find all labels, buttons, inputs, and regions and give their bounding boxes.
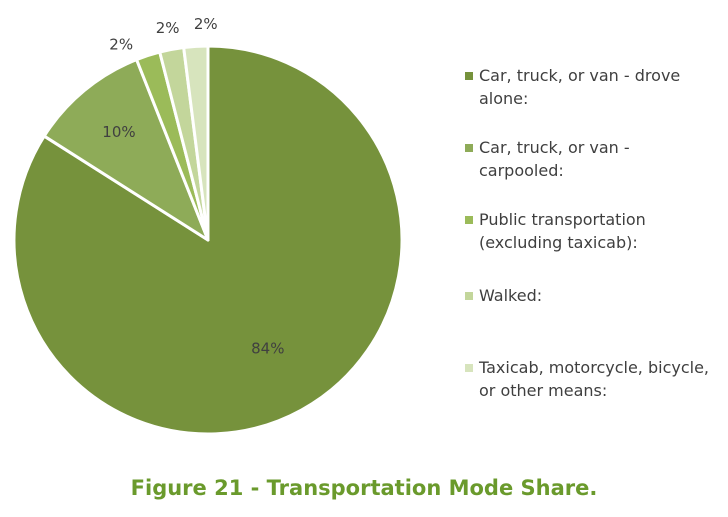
pie-slice-2 [42,58,210,242]
data-label-1: 84% [251,339,284,357]
legend-label-2: Car, truck, or van - carpooled: [479,138,630,180]
legend-swatch-4 [465,292,473,300]
legend-label-1: Car, truck, or van - drove alone: [479,66,681,108]
figure-caption: Figure 21 - Transportation Mode Share. [130,476,598,500]
legend-label-4: Walked: [479,286,543,305]
pie-data-labels: 84% 10% 2% 2% 2% [102,15,284,357]
legend-swatch-1 [465,72,473,80]
legend-swatch-5 [465,364,473,372]
pie-slices [12,44,404,436]
legend-swatch-3 [465,216,473,224]
data-label-3: 2% [109,36,133,54]
legend-swatch-2 [465,144,473,152]
data-label-5: 2% [194,15,218,33]
legend-label-5: Taxicab, motorcycle, bicycle, or other m… [479,358,709,400]
data-label-4: 2% [156,19,180,37]
pie-slice-5 [182,44,210,242]
data-label-2: 10% [102,123,135,141]
legend-label-3: Public transportation (excluding taxicab… [479,210,646,252]
